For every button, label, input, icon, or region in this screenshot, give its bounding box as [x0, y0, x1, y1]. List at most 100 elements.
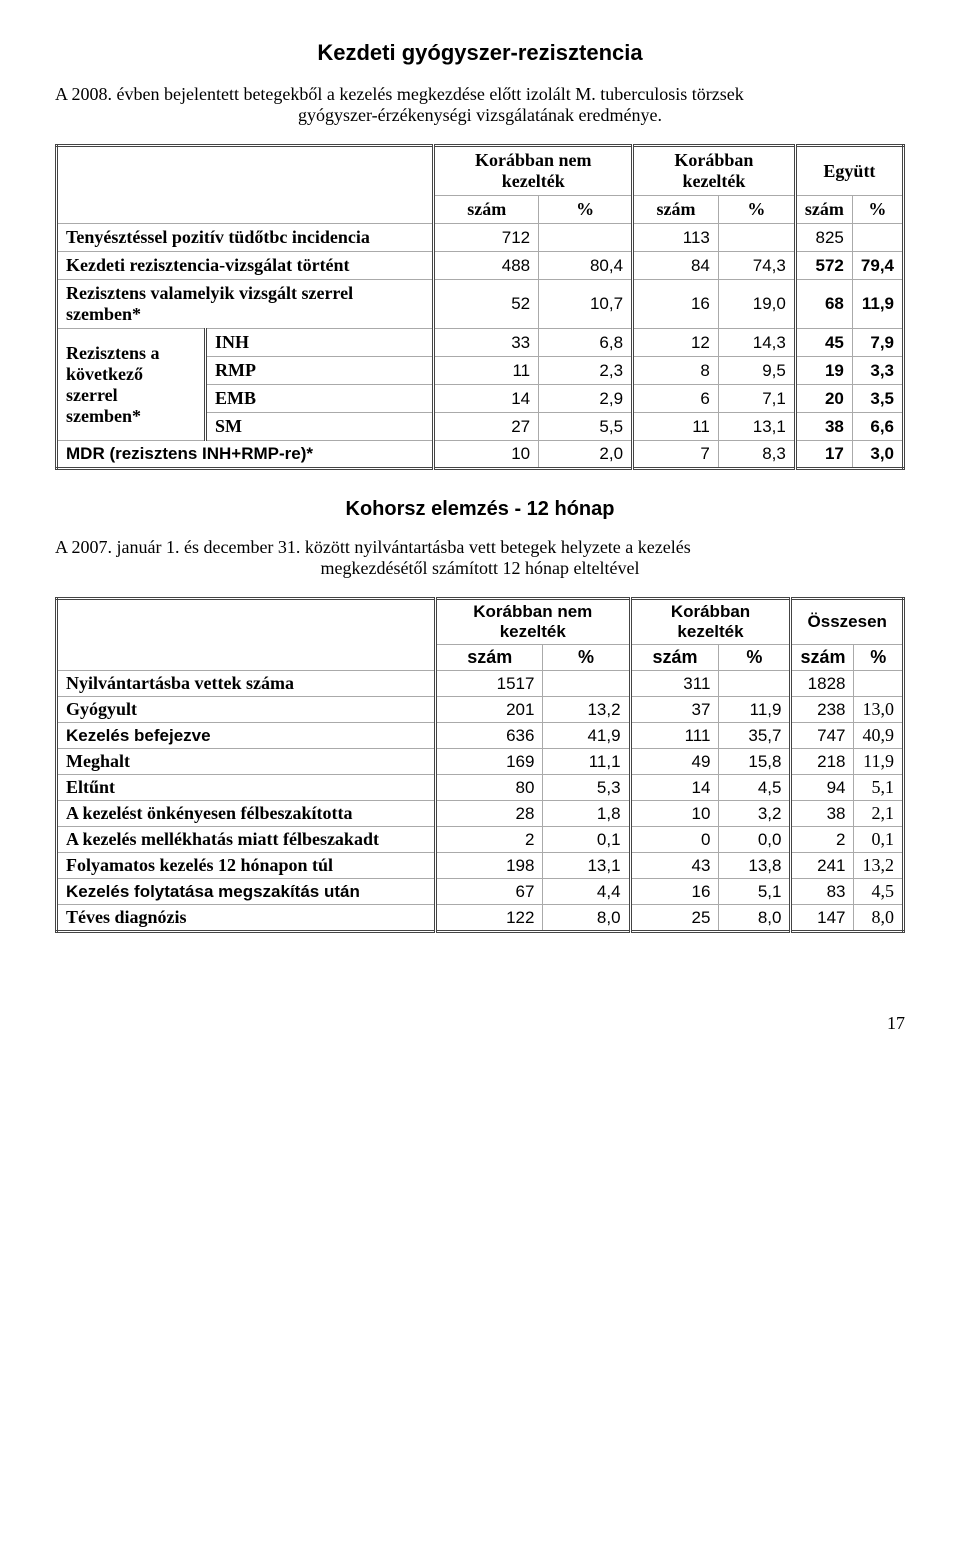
t2-row-label: Kezelés folytatása megszakítás után: [57, 879, 436, 905]
t1-cell: 6: [633, 385, 719, 413]
cohort-table: Korábban nem kezelték Korábban kezelték …: [55, 597, 905, 933]
t2-row: Kezelés befejezve63641,911135,774740,9: [57, 723, 904, 749]
t2-cell: 2: [791, 827, 854, 853]
t2-row: Téves diagnózis1228,0258,01478,0: [57, 905, 904, 932]
t1-row0-label: Tenyésztéssel pozitív tüdőtbc incidencia: [57, 224, 434, 252]
t2-row-label: Meghalt: [57, 749, 436, 775]
t2-cell: 67: [436, 879, 543, 905]
t1-cell: 45: [795, 329, 852, 357]
t2-cell: 238: [791, 697, 854, 723]
t1-cell: 16: [633, 280, 719, 329]
t2-cell: 4,5: [854, 879, 904, 905]
resistance-table: Korábban nem kezelték Korábban kezelték …: [55, 144, 905, 470]
t2-row-label: Nyilvántartásba vettek száma: [57, 671, 436, 697]
t2-cell: [854, 671, 904, 697]
t1-cell: 7,9: [852, 329, 903, 357]
t1-cell: 712: [434, 224, 539, 252]
t1-cell: 13,1: [718, 413, 795, 441]
t2-cell: 13,0: [854, 697, 904, 723]
t1-colgroup-2: Együtt: [795, 146, 903, 196]
t2-cell: 13,2: [543, 697, 630, 723]
t2-cell: 5,3: [543, 775, 630, 801]
t1-cell: 6,6: [852, 413, 903, 441]
t2-cell: 8,0: [719, 905, 791, 932]
t2-row: Kezelés folytatása megszakítás után674,4…: [57, 879, 904, 905]
t2-cell: 38: [791, 801, 854, 827]
t1-row2-label: Rezisztens valamelyik vizsgált szerrel s…: [57, 280, 434, 329]
t1-sub-3: %: [718, 196, 795, 224]
t2-colgroup-2: Összesen: [791, 599, 904, 645]
intro-2-line2: megkezdésétől számított 12 hónap eltelté…: [321, 558, 640, 578]
t2-sub-3: %: [719, 645, 791, 671]
t2-cell: 169: [436, 749, 543, 775]
t1-cell: 11: [434, 357, 539, 385]
t1-cell: 10: [434, 441, 539, 469]
t2-cell: 2,1: [854, 801, 904, 827]
page-title-2: Kohorsz elemzés - 12 hónap: [55, 498, 905, 521]
t2-cell: 311: [630, 671, 719, 697]
t2-row: A kezelés mellékhatás miatt félbeszakadt…: [57, 827, 904, 853]
t2-cell: [719, 671, 791, 697]
t1-cell: 84: [633, 252, 719, 280]
t2-cell: 241: [791, 853, 854, 879]
t2-cell: 0,1: [543, 827, 630, 853]
t2-cell: 11,1: [543, 749, 630, 775]
t2-cell: 13,1: [543, 853, 630, 879]
t1-sub-0: szám: [434, 196, 539, 224]
intro-1: A 2008. évben bejelentett betegekből a k…: [55, 84, 905, 126]
t1-cell: 3,0: [852, 441, 903, 469]
t2-cell: 10: [630, 801, 719, 827]
t2-cell: 8,0: [543, 905, 630, 932]
t2-cell: 37: [630, 697, 719, 723]
t2-cell: 1828: [791, 671, 854, 697]
t2-cell: 122: [436, 905, 543, 932]
t2-cell: 4,5: [719, 775, 791, 801]
t1-row: Rezisztens valamelyik vizsgált szerrel s…: [57, 280, 904, 329]
t2-cell: 16: [630, 879, 719, 905]
t2-cell: 15,8: [719, 749, 791, 775]
t2-cell: 3,2: [719, 801, 791, 827]
t1-cell: 8: [633, 357, 719, 385]
t1-cell: [718, 224, 795, 252]
t1-cell: 825: [795, 224, 852, 252]
t2-cell: 40,9: [854, 723, 904, 749]
t2-cell: 28: [436, 801, 543, 827]
t1-cell: 2,9: [539, 385, 633, 413]
t2-row: A kezelést önkényesen félbeszakította281…: [57, 801, 904, 827]
t1-cell: 19: [795, 357, 852, 385]
t1-g0-label: INH: [206, 329, 434, 357]
t1-g3-label: SM: [206, 413, 434, 441]
t1-colgroup-0: Korábban nem kezelték: [434, 146, 633, 196]
t2-cell: 41,9: [543, 723, 630, 749]
t1-row: Kezdeti rezisztencia-vizsgálat történt 4…: [57, 252, 904, 280]
t1-row1-label: Kezdeti rezisztencia-vizsgálat történt: [57, 252, 434, 280]
t2-cell: 147: [791, 905, 854, 932]
t2-row: Folyamatos kezelés 12 hónapon túl19813,1…: [57, 853, 904, 879]
intro-1-line1: A 2008. évben bejelentett betegekből a k…: [55, 84, 744, 104]
t2-row-label: Kezelés befejezve: [57, 723, 436, 749]
t2-cell: 8,0: [854, 905, 904, 932]
t2-row-label: Gyógyult: [57, 697, 436, 723]
t1-cell: 7,1: [718, 385, 795, 413]
t2-cell: 1,8: [543, 801, 630, 827]
t2-row: Eltűnt805,3144,5945,1: [57, 775, 904, 801]
intro-2: A 2007. január 1. és december 31. között…: [55, 537, 905, 579]
t2-row-label: A kezelést önkényesen félbeszakította: [57, 801, 436, 827]
t2-row-label: Folyamatos kezelés 12 hónapon túl: [57, 853, 436, 879]
t2-cell: 2: [436, 827, 543, 853]
t1-cell: 14,3: [718, 329, 795, 357]
t1-cell: 10,7: [539, 280, 633, 329]
t2-cell: 49: [630, 749, 719, 775]
t1-sub-1: %: [539, 196, 633, 224]
t1-cell: 7: [633, 441, 719, 469]
t1-cell: 20: [795, 385, 852, 413]
t1-sub-2: szám: [633, 196, 719, 224]
t2-cell: 25: [630, 905, 719, 932]
t2-sub-5: %: [854, 645, 904, 671]
t1-mdr-label: MDR (rezisztens INH+RMP-re)*: [57, 441, 434, 469]
t1-g2-label: EMB: [206, 385, 434, 413]
t2-cell: 0: [630, 827, 719, 853]
intro-1-line2: gyógyszer-érzékenységi vizsgálatának ere…: [55, 105, 905, 126]
t1-cell: 5,5: [539, 413, 633, 441]
t2-cell: 35,7: [719, 723, 791, 749]
